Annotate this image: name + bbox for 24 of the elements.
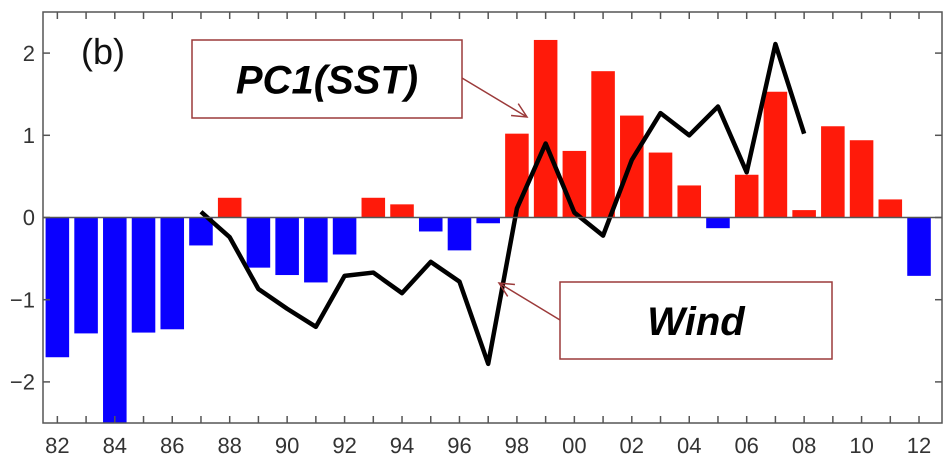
x-tick-label: 86 [160, 433, 184, 458]
x-tick-label: 90 [274, 433, 300, 458]
text: (b) [81, 31, 125, 72]
x-tick-label: 08 [792, 433, 816, 458]
x-tick-label: 10 [849, 433, 874, 458]
text: PC1(SST) [236, 58, 418, 102]
y-tick-label: 0 [22, 205, 35, 230]
x-tick-label: 98 [504, 433, 530, 458]
x-tick-label: 94 [390, 433, 414, 458]
x-tick-label: 02 [620, 433, 644, 458]
y-tick-label: 2 [22, 40, 35, 66]
x-tick-label: 04 [677, 433, 702, 458]
y-tick-label: −1 [10, 287, 35, 312]
x-tick-label: 82 [45, 433, 70, 458]
x-tick-label: 06 [734, 433, 759, 458]
x-tick-label: 96 [447, 433, 472, 458]
y-tick-label: 1 [22, 123, 35, 148]
x-tick-label: 92 [332, 433, 357, 458]
x-tick-label: 88 [217, 433, 242, 458]
y-tick-label: −2 [10, 370, 35, 395]
x-tick-label: 00 [562, 433, 587, 458]
x-tick-label: 84 [102, 433, 128, 458]
series-label: Wind [647, 300, 746, 344]
x-tick-label: 12 [906, 433, 932, 458]
